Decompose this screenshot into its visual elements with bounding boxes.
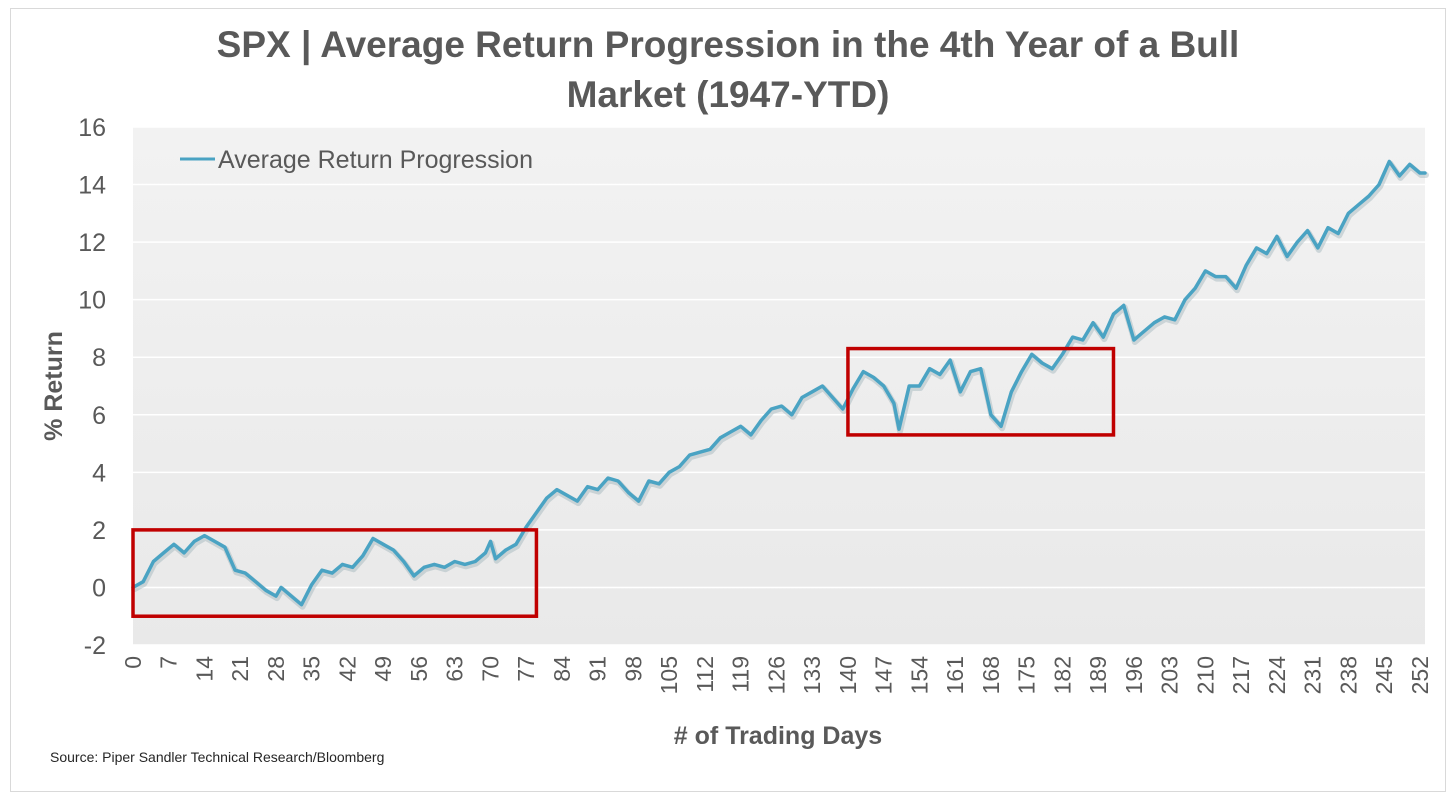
y-tick-label: 10	[78, 287, 106, 315]
x-tick-label: 168	[978, 656, 1004, 694]
x-tick-label: 119	[728, 656, 754, 693]
x-tick-label: 91	[585, 656, 611, 682]
y-axis-label: % Return	[40, 331, 68, 441]
x-tick-label: 70	[477, 656, 503, 682]
x-tick-label: 21	[227, 656, 253, 682]
x-tick-label: 252	[1407, 656, 1433, 694]
x-tick-label: 84	[549, 656, 575, 682]
x-tick-label: 126	[763, 656, 789, 694]
x-tick-label: 175	[1014, 656, 1040, 694]
y-axis-ticks: -2 0 2 4 6 8 10 12 14 16	[78, 114, 106, 660]
series-layer	[131, 159, 1429, 610]
x-tick-label: 28	[263, 656, 289, 682]
x-tick-label: 161	[942, 656, 968, 694]
x-tick-label: 154	[906, 656, 932, 695]
x-tick-label: 224	[1264, 656, 1290, 695]
y-tick-label: 4	[92, 459, 106, 487]
legend-label: Average Return Progression	[218, 146, 533, 174]
x-tick-label: 147	[871, 656, 897, 694]
x-tick-label: 140	[835, 656, 861, 694]
x-tick-label: 14	[191, 656, 217, 682]
plot-area	[133, 127, 1425, 645]
legend: Average Return Progression	[180, 146, 533, 174]
chart-title-line-1: SPX | Average Return Progression in the …	[216, 24, 1240, 65]
x-tick-label: 203	[1157, 656, 1183, 694]
annotation-layer	[131, 346, 1116, 618]
series-line	[131, 159, 1427, 607]
y-tick-label: 0	[92, 574, 106, 602]
y-tick-label: 6	[92, 402, 106, 430]
x-tick-label: 7	[156, 656, 182, 669]
y-tick-label: -2	[84, 632, 106, 660]
highlight-box	[131, 528, 539, 618]
x-tick-label: 49	[370, 656, 396, 682]
x-tick-label: 217	[1228, 656, 1254, 694]
x-tick-label: 196	[1121, 656, 1147, 694]
x-tick-label: 56	[406, 656, 432, 682]
x-tick-label: 0	[120, 656, 146, 669]
x-tick-label: 182	[1049, 656, 1075, 694]
x-tick-label: 245	[1371, 656, 1397, 694]
chart-title: SPX | Average Return Progression in the …	[0, 20, 1456, 120]
x-tick-label: 42	[334, 656, 360, 682]
highlight-box	[846, 346, 1116, 437]
x-tick-label: 77	[513, 656, 539, 682]
x-tick-label: 98	[620, 656, 646, 682]
source-note: Source: Piper Sandler Technical Research…	[50, 749, 385, 765]
x-tick-label: 189	[1085, 656, 1111, 694]
y-tick-label: 8	[92, 344, 106, 372]
x-tick-label: 210	[1192, 656, 1218, 694]
y-tick-label: 16	[78, 114, 106, 142]
x-axis-label: # of Trading Days	[674, 722, 882, 750]
x-tick-label: 63	[442, 656, 468, 682]
x-tick-label: 35	[299, 656, 325, 682]
y-tick-label: 2	[92, 517, 106, 545]
x-tick-label: 238	[1335, 656, 1361, 694]
x-axis-ticks: 0 7 14 21 28 35 42 49 56 63 70 77 84 91 98 105 112 119 126…	[120, 656, 1433, 695]
y-tick-label: 12	[78, 229, 106, 257]
x-tick-label: 133	[799, 656, 825, 694]
chart-title-line-2: Market (1947-YTD)	[566, 74, 890, 115]
y-tick-label: 14	[78, 172, 106, 200]
x-tick-label: 112	[692, 656, 718, 693]
x-tick-label: 231	[1300, 656, 1326, 694]
x-tick-label: 105	[656, 656, 682, 694]
